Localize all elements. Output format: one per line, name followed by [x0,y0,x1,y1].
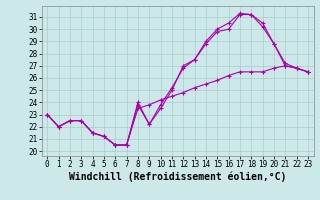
X-axis label: Windchill (Refroidissement éolien,°C): Windchill (Refroidissement éolien,°C) [69,172,286,182]
